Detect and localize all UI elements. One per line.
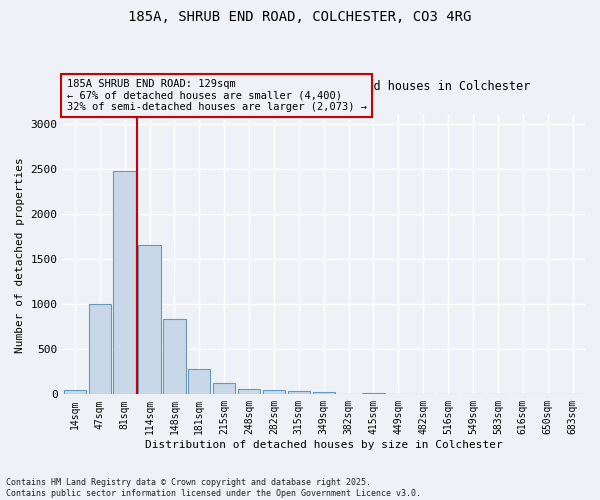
X-axis label: Distribution of detached houses by size in Colchester: Distribution of detached houses by size … xyxy=(145,440,503,450)
Bar xyxy=(213,382,235,394)
Bar xyxy=(188,368,211,394)
Bar xyxy=(139,244,161,394)
Bar xyxy=(263,390,285,394)
Bar xyxy=(313,392,335,394)
Bar xyxy=(89,304,111,394)
Bar xyxy=(238,390,260,394)
Bar xyxy=(163,318,185,394)
Bar xyxy=(64,390,86,394)
Bar xyxy=(113,171,136,394)
Y-axis label: Number of detached properties: Number of detached properties xyxy=(15,157,25,352)
Bar xyxy=(287,391,310,394)
Text: 185A SHRUB END ROAD: 129sqm
← 67% of detached houses are smaller (4,400)
32% of : 185A SHRUB END ROAD: 129sqm ← 67% of det… xyxy=(67,79,367,112)
Text: 185A, SHRUB END ROAD, COLCHESTER, CO3 4RG: 185A, SHRUB END ROAD, COLCHESTER, CO3 4R… xyxy=(128,10,472,24)
Text: Contains HM Land Registry data © Crown copyright and database right 2025.
Contai: Contains HM Land Registry data © Crown c… xyxy=(6,478,421,498)
Title: Size of property relative to detached houses in Colchester: Size of property relative to detached ho… xyxy=(117,80,530,93)
